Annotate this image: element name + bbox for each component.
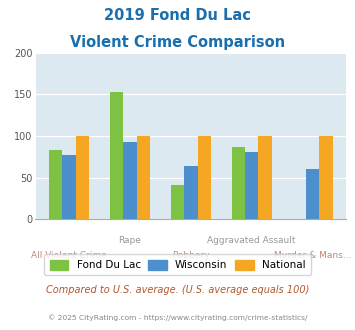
Bar: [49, 150, 62, 219]
Bar: [306, 169, 320, 219]
Bar: [197, 136, 211, 219]
Bar: [320, 136, 333, 219]
Bar: [137, 136, 150, 219]
Bar: [184, 166, 197, 219]
Legend: Fond Du Lac, Wisconsin, National: Fond Du Lac, Wisconsin, National: [44, 254, 311, 275]
Bar: [245, 152, 258, 219]
Text: Robbery: Robbery: [172, 251, 209, 260]
Text: Violent Crime Comparison: Violent Crime Comparison: [70, 35, 285, 50]
Text: Rape: Rape: [119, 236, 141, 245]
Bar: [110, 92, 123, 219]
Text: Compared to U.S. average. (U.S. average equals 100): Compared to U.S. average. (U.S. average …: [46, 285, 309, 295]
Text: © 2025 CityRating.com - https://www.cityrating.com/crime-statistics/: © 2025 CityRating.com - https://www.city…: [48, 314, 307, 321]
Bar: [76, 136, 89, 219]
Text: All Violent Crime: All Violent Crime: [31, 251, 107, 260]
Text: 2019 Fond Du Lac: 2019 Fond Du Lac: [104, 8, 251, 23]
Bar: [171, 185, 184, 219]
Bar: [231, 147, 245, 219]
Bar: [62, 155, 76, 219]
Text: Aggravated Assault: Aggravated Assault: [207, 236, 296, 245]
Bar: [123, 142, 137, 219]
Bar: [258, 136, 272, 219]
Text: Murder & Mans...: Murder & Mans...: [274, 251, 351, 260]
